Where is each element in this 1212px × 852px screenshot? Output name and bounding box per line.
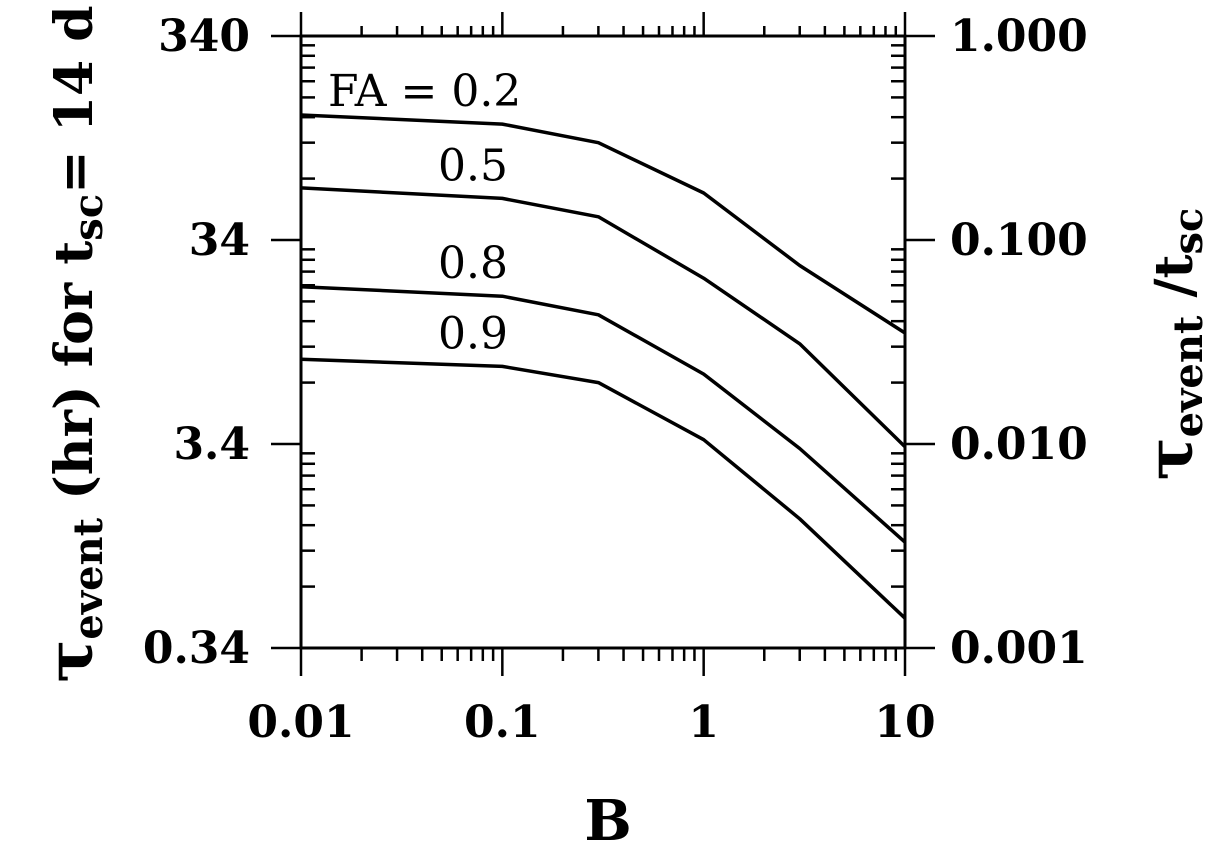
- right-y-tick-label: 0.100: [950, 215, 1088, 266]
- event-subscript: event: [65, 517, 112, 639]
- right-y-tick-label: 1.000: [950, 11, 1088, 62]
- x-tick-label: 0.01: [247, 697, 354, 748]
- left-title-text-2: = 14 d: [44, 5, 105, 194]
- left-y-tick-label: 340: [158, 11, 250, 62]
- x-tick-label: 10: [874, 697, 935, 748]
- tick-labels: 0.01 0.1 1 10 0.34 3.4 34 340 0.001 0.010 0.100 1.0…: [143, 11, 1088, 748]
- right-title-text: /t: [1144, 254, 1205, 315]
- axis-ticks: [271, 12, 935, 676]
- x-tick-label: 0.1: [464, 697, 541, 748]
- x-tick-label: 1: [688, 697, 719, 748]
- series-line: [300, 186, 907, 448]
- left-title-text: (hr) for t: [44, 241, 105, 518]
- series-label: FA = 0.2: [328, 66, 521, 117]
- series-group: FA = 0.2 0.5 0.8 0.9: [300, 66, 907, 620]
- left-y-axis-title: τevent (hr) for tsc= 14 d: [33, 5, 112, 682]
- event-subscript: event: [1165, 315, 1212, 437]
- series-label: 0.9: [438, 308, 508, 359]
- series-label: 0.8: [438, 238, 508, 289]
- right-y-tick-label: 0.001: [950, 623, 1088, 674]
- left-y-tick-label: 34: [189, 215, 250, 266]
- right-y-axis-title: τevent /tsc: [1133, 208, 1212, 481]
- sc-subscript: sc: [65, 194, 112, 241]
- series-line: [300, 113, 906, 335]
- plot-frame: [299, 34, 907, 650]
- sc-subscript: sc: [1165, 208, 1212, 255]
- right-y-tick-label: 0.010: [950, 419, 1088, 470]
- series-line: [300, 284, 907, 544]
- left-y-tick-label: 0.34: [143, 623, 250, 674]
- left-y-tick-label: 3.4: [173, 419, 250, 470]
- tau-symbol: τ: [33, 640, 108, 683]
- series-label: 0.5: [438, 140, 508, 191]
- tau-symbol: τ: [1133, 437, 1208, 480]
- x-axis-title: B: [584, 788, 631, 852]
- series-line: [300, 357, 907, 620]
